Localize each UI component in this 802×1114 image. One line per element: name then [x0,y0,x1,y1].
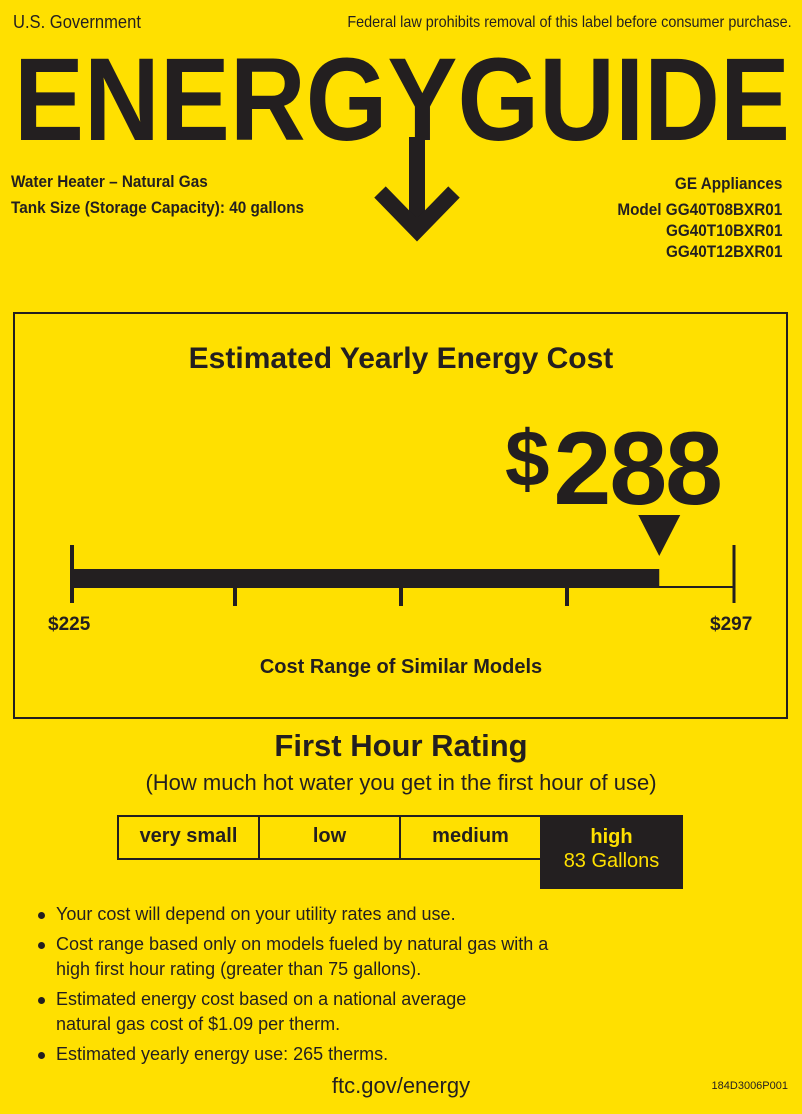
fhr-gallons: 83 Gallons [563,850,660,872]
cost-value: $288 [505,410,724,529]
fhr-cell-low: low [258,815,401,860]
model-number: GG40T12BXR01 [665,242,782,261]
down-arrow-icon [374,137,460,242]
note-item: Cost range based only on models fueled b… [36,932,576,982]
note-item: Estimated energy cost based on a nationa… [36,987,526,1037]
law-notice: Federal law prohibits removal of this la… [347,14,792,31]
model-prefix: Model [617,200,662,219]
tank-size: Tank Size (Storage Capacity): 40 gallons [11,198,305,217]
brand: GE Appliances [674,174,782,193]
energyguide-logo: ENERGYGUIDE [14,42,790,242]
fhr-selected-label: high [590,826,633,848]
range-caption: Cost Range of Similar Models [259,656,543,678]
model-number: GG40T10BXR01 [665,221,782,240]
cost-box [13,312,788,719]
note-item: Estimated yearly energy use: 265 therms. [36,1042,576,1067]
fhr-cell-high-selected: high 83 Gallons [540,815,683,889]
cost-title: Estimated Yearly Energy Cost [188,342,614,375]
note-item: Your cost will depend on your utility ra… [36,902,476,927]
notes-list: Your cost will depend on your utility ra… [36,902,576,1072]
model-line-1: Model GG40T08BXR01 [617,200,782,220]
cost-amount: 288 [553,411,724,527]
label-code: 184D3006P001 [711,1080,788,1092]
fhr-scale: very small low medium high 83 Gallons [117,815,683,889]
ftc-link[interactable]: ftc.gov/energy [331,1073,471,1098]
cost-fill-bar [72,569,660,588]
range-max-label: $297 [710,614,753,635]
svg-text:ENERGYGUIDE: ENERGYGUIDE [14,42,790,166]
cost-marker-triangle-icon [638,515,681,556]
currency-symbol: $ [505,414,549,503]
fhr-subtitle: (How much hot water you get in the first… [145,770,657,795]
fhr-cell-very-small: very small [117,815,260,860]
range-min-label: $225 [48,614,91,635]
product-type: Water Heater – Natural Gas [11,172,208,191]
model-number: GG40T08BXR01 [665,200,782,219]
government-label: U.S. Government [13,12,141,32]
fhr-title: First Hour Rating [274,728,528,763]
fhr-cell-medium: medium [399,815,542,860]
